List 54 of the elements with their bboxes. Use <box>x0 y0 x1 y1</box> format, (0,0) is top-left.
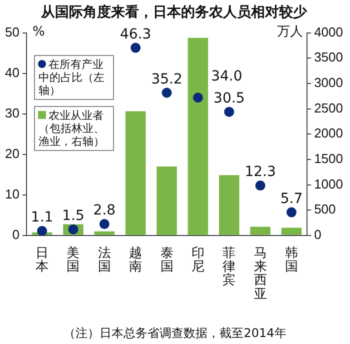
y2-axis-title: 万人 <box>277 24 304 40</box>
bar <box>156 166 177 235</box>
legend-label: 在所有产业中的占比（左轴） <box>34 54 114 100</box>
point <box>162 88 172 98</box>
data-label: 30.5 <box>214 90 245 106</box>
bar <box>281 228 302 235</box>
y2-tick-label: 1000 <box>314 176 343 192</box>
y2-tick-label: 2000 <box>314 126 343 141</box>
x-tick-label: 菲律宾 <box>222 244 236 288</box>
point <box>255 180 266 191</box>
point <box>224 106 234 117</box>
point <box>99 219 110 230</box>
data-label: 35.2 <box>151 71 182 88</box>
x-tick-label: 日本 <box>36 244 49 274</box>
x-tick-label: 韩国 <box>284 244 298 274</box>
y2-tick-label: 4000 <box>314 24 343 40</box>
y-tick-label: 50 <box>4 24 20 40</box>
x-tick-label: 美国 <box>66 244 80 274</box>
data-label: 1.5 <box>62 208 84 224</box>
y-tick-label: 0 <box>12 226 20 242</box>
x-tick-label: 泰国 <box>160 244 174 274</box>
bar <box>188 38 208 235</box>
data-label: 12.3 <box>244 164 276 180</box>
bar <box>125 111 146 235</box>
y-tick-label: 10 <box>4 186 20 202</box>
data-label: 46.3 <box>120 26 152 42</box>
y-tick-label: 30 <box>4 105 20 120</box>
y-axis-title: % <box>32 24 45 40</box>
x-tick-label: 印尼 <box>191 244 204 274</box>
data-label: 5.7 <box>280 190 303 207</box>
y2-tick-label: 3000 <box>314 75 343 90</box>
y2-tick-label: 2500 <box>314 100 343 116</box>
point <box>37 226 48 236</box>
x-tick-label: 法国 <box>98 244 111 274</box>
y2-tick-label: 3500 <box>314 50 343 65</box>
data-label: 2.8 <box>93 202 116 219</box>
y-tick-label: 40 <box>4 64 20 80</box>
text: （注）日本总务省调查数据，截至2014年 <box>64 326 286 340</box>
data-label: 34.0 <box>211 68 242 84</box>
x-tick-label: 越南 <box>129 244 142 274</box>
point <box>130 42 141 53</box>
y2-tick-label: 500 <box>314 202 336 217</box>
x-tick-label: 马来西亚 <box>254 244 267 301</box>
y2-tick-label: 1500 <box>314 151 343 166</box>
data-label: 1.1 <box>30 210 54 226</box>
chart-title: 从国际角度来看，日本的务农人员相对较少 <box>40 3 308 20</box>
bar <box>250 226 270 235</box>
y2-tick-label: 0 <box>314 226 322 242</box>
y-tick-label: 20 <box>4 146 20 161</box>
point <box>286 207 296 218</box>
legend-label: 农业从业者（包括林业、渔业，右轴） <box>34 106 114 151</box>
bar <box>218 175 240 235</box>
point <box>192 92 203 103</box>
bar <box>94 231 115 235</box>
